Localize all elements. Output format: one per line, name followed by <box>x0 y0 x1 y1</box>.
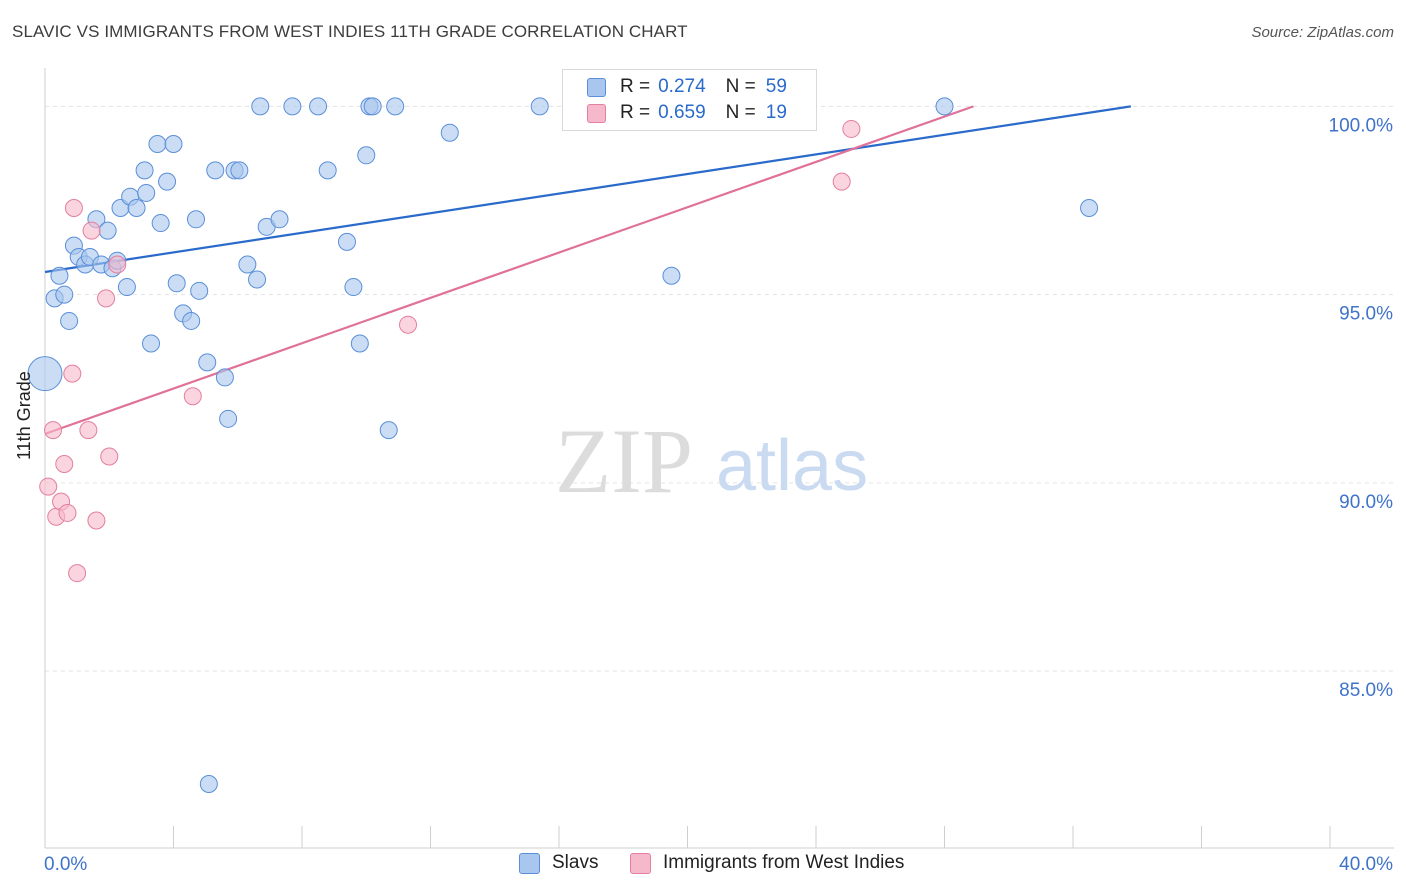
legend-swatch-west-indies <box>587 103 606 123</box>
point-slavs <box>182 311 201 330</box>
point-slavs <box>158 172 177 191</box>
point-west-indies <box>183 387 202 406</box>
point-west-indies <box>58 503 77 522</box>
bottom-legend-item-west-indies[interactable]: Immigrants from West Indies <box>630 852 904 874</box>
point-slavs <box>248 270 267 289</box>
bottom-legend-swatch-slavs <box>519 852 540 874</box>
point-slavs <box>318 161 337 180</box>
point-slavs <box>283 97 302 116</box>
legend-n-label: N = <box>725 102 756 123</box>
y-tick-label: 90.0% <box>1339 492 1393 513</box>
legend-row-west-indies: R = 0.659 N = 19 <box>587 101 787 125</box>
point-slavs <box>164 135 183 153</box>
legend-r-label: R = <box>620 76 651 97</box>
legend-n-value-west-indies: 19 <box>765 102 787 123</box>
y-tick-label: 100.0% <box>1329 115 1394 136</box>
point-west-indies <box>44 421 63 440</box>
point-slavs <box>363 97 382 116</box>
source-credit: Source: ZipAtlas.com <box>1251 24 1394 41</box>
legend-n-value-slavs: 59 <box>765 76 787 97</box>
point-slavs <box>440 123 459 142</box>
legend-n-label: N = <box>725 76 756 97</box>
bottom-legend-label-west-indies: Immigrants from West Indies <box>663 852 905 873</box>
bottom-legend-swatch-west-indies <box>630 852 651 874</box>
legend-box: R = 0.274 N = 59 R = 0.659 N = 19 <box>562 69 817 131</box>
point-slavs <box>270 210 289 229</box>
watermark-atlas: atlas <box>716 426 868 506</box>
legend-r-label: R = <box>620 102 651 123</box>
point-slavs <box>935 97 954 116</box>
y-axis-label: 11th Grade <box>14 371 34 460</box>
legend-r-value-west-indies: 0.659 <box>658 102 706 123</box>
point-west-indies <box>79 421 98 440</box>
x-tick-label: 40.0% <box>1339 854 1393 875</box>
point-west-indies <box>63 364 82 383</box>
trend-layer <box>44 105 1131 435</box>
point-west-indies <box>87 511 106 530</box>
point-slavs <box>337 232 356 251</box>
point-slavs <box>1080 199 1099 217</box>
bottom-legend: Slavs Immigrants from West Indies <box>0 852 1406 878</box>
point-slavs <box>350 334 369 353</box>
trend-line-west-indies <box>44 105 974 435</box>
bottom-legend-item-slavs[interactable]: Slavs <box>519 852 598 874</box>
point-slavs <box>206 161 225 180</box>
point-west-indies <box>100 447 119 466</box>
point-slavs <box>27 356 63 392</box>
point-west-indies <box>108 255 127 274</box>
point-slavs <box>186 210 205 229</box>
point-slavs <box>135 161 154 180</box>
point-slavs <box>137 183 156 202</box>
watermark: ZIP atlas <box>555 410 868 512</box>
point-slavs <box>230 161 249 180</box>
point-slavs <box>379 421 398 440</box>
point-slavs <box>127 199 146 217</box>
bottom-legend-label-slavs: Slavs <box>552 852 599 873</box>
axis-layer: 85.0% 90.0% 95.0% 100.0% 0.0% 40.0% <box>44 68 1394 875</box>
y-tick-label: 95.0% <box>1339 304 1393 325</box>
point-slavs <box>251 97 270 116</box>
point-slavs <box>55 285 74 304</box>
point-slavs <box>199 775 218 793</box>
point-slavs <box>98 221 117 240</box>
x-tick-label: 0.0% <box>44 854 87 875</box>
point-slavs <box>198 353 217 372</box>
point-west-indies <box>64 199 83 217</box>
point-west-indies <box>97 289 116 308</box>
point-slavs <box>151 214 170 233</box>
legend-r-value-slavs: 0.274 <box>658 76 706 97</box>
point-west-indies <box>39 477 58 496</box>
points-layer <box>27 97 1099 793</box>
legend-swatch-slavs <box>587 77 606 97</box>
point-west-indies <box>832 172 851 191</box>
point-slavs <box>344 278 363 297</box>
grid-layer <box>45 105 1394 672</box>
point-slavs <box>238 255 257 274</box>
point-slavs <box>50 266 69 285</box>
chart-title: SLAVIC VS IMMIGRANTS FROM WEST INDIES 11… <box>12 22 688 41</box>
trend-line-slavs <box>44 105 1131 274</box>
point-slavs <box>142 334 161 353</box>
legend-row-slavs: R = 0.274 N = 59 <box>587 75 787 99</box>
point-west-indies <box>68 564 87 583</box>
point-slavs <box>219 409 238 428</box>
point-slavs <box>167 274 186 293</box>
point-slavs <box>662 266 681 285</box>
point-slavs <box>117 278 136 297</box>
watermark-zip: ZIP <box>555 410 693 512</box>
point-west-indies <box>399 315 418 334</box>
point-west-indies <box>82 221 101 240</box>
point-slavs <box>386 97 405 116</box>
y-tick-label: 85.0% <box>1339 680 1393 701</box>
point-slavs <box>190 281 209 300</box>
point-slavs <box>60 311 79 330</box>
point-west-indies <box>842 119 861 138</box>
point-west-indies <box>55 455 74 473</box>
point-slavs <box>215 368 234 387</box>
point-slavs <box>357 146 376 165</box>
point-slavs <box>309 97 328 116</box>
point-slavs <box>530 97 549 116</box>
point-slavs <box>148 135 167 153</box>
